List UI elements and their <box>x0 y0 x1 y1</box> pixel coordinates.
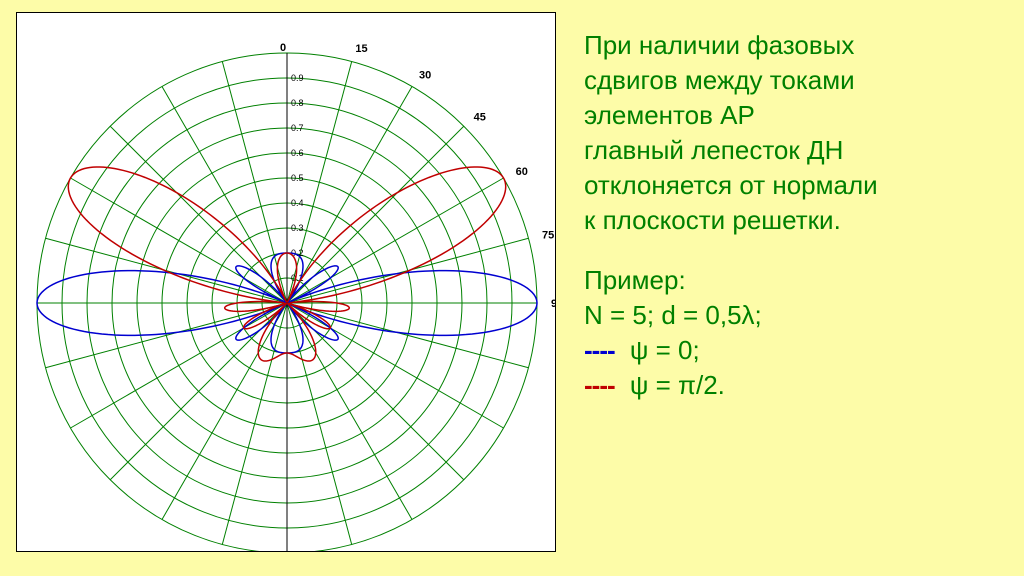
svg-text:15: 15 <box>355 43 367 55</box>
svg-text:0.9: 0.9 <box>291 73 304 83</box>
svg-text:90: 90 <box>551 298 555 310</box>
legend-line-2: ---- ψ = π/2. <box>584 368 1000 403</box>
legend-dash-2: ---- <box>584 370 623 400</box>
example-label: Пример: <box>584 263 1000 298</box>
text-panel: При наличии фазовых сдвигов между токами… <box>556 12 1000 564</box>
svg-text:0.7: 0.7 <box>291 123 304 133</box>
description-paragraph: При наличии фазовых сдвигов между токами… <box>584 28 1000 239</box>
slide: 0.10.20.30.40.50.60.70.80.90153045607590… <box>0 0 1024 576</box>
svg-text:45: 45 <box>474 111 486 123</box>
para-line: элементов АР <box>584 98 1000 133</box>
svg-text:75: 75 <box>542 230 554 242</box>
param-line: N = 5; d = 0,5λ; <box>584 298 1000 333</box>
svg-text:0.8: 0.8 <box>291 98 304 108</box>
para-line: сдвигов между токами <box>584 63 1000 98</box>
legend-text-1: ψ = 0; <box>630 335 700 365</box>
para-line: При наличии фазовых <box>584 28 1000 63</box>
svg-text:30: 30 <box>419 69 431 81</box>
legend-text-2: ψ = π/2. <box>630 370 725 400</box>
polar-chart-svg: 0.10.20.30.40.50.60.70.80.90153045607590 <box>17 13 555 551</box>
example-block: Пример: N = 5; d = 0,5λ; ---- ψ = 0; ---… <box>584 263 1000 403</box>
svg-text:0.4: 0.4 <box>291 198 304 208</box>
para-line: отклоняется от нормали <box>584 168 1000 203</box>
legend-dash-1: ---- <box>584 335 623 365</box>
polar-chart-panel: 0.10.20.30.40.50.60.70.80.90153045607590 <box>16 12 556 552</box>
legend-line-1: ---- ψ = 0; <box>584 333 1000 368</box>
svg-text:0.3: 0.3 <box>291 223 304 233</box>
para-line: главный лепесток ДН <box>584 133 1000 168</box>
svg-text:0: 0 <box>280 42 286 54</box>
svg-text:60: 60 <box>516 166 528 178</box>
svg-text:0.6: 0.6 <box>291 148 304 158</box>
svg-text:0.5: 0.5 <box>291 173 304 183</box>
para-line: к плоскости решетки. <box>584 203 1000 238</box>
